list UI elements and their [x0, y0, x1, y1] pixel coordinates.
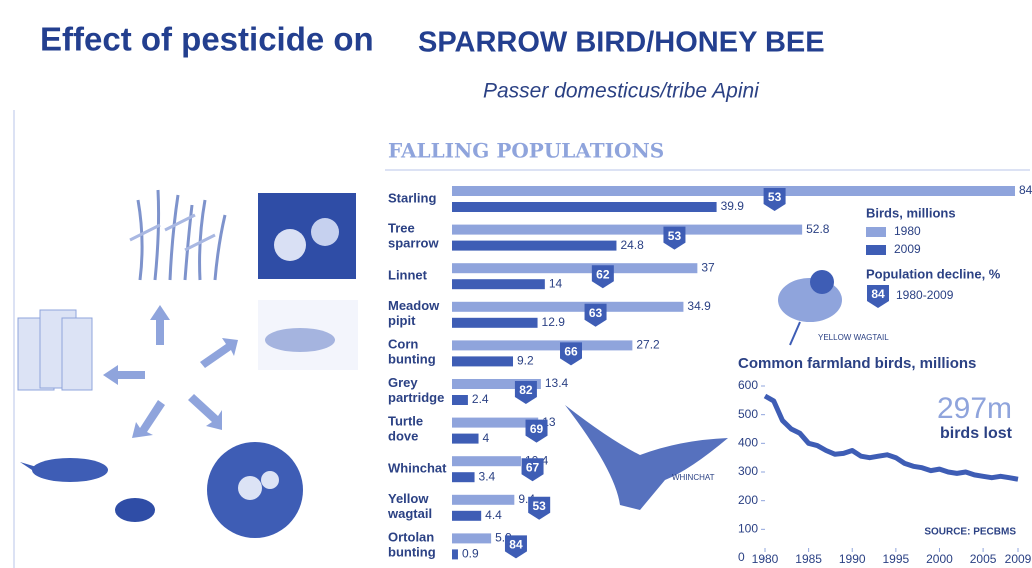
bar — [452, 202, 717, 212]
legend-swatch — [866, 227, 886, 237]
value-label: 4.4 — [485, 508, 502, 522]
badge-label: 66 — [564, 345, 578, 359]
value-label: 13.4 — [545, 376, 569, 390]
chart-title: FALLING POPULATIONS — [388, 139, 664, 163]
category-label: Whinchat — [388, 461, 447, 476]
y-tick-label: 0 — [738, 550, 745, 564]
x-tick-label: 2005 — [970, 552, 997, 566]
bee-cell — [238, 476, 262, 500]
bee-cell — [261, 471, 279, 489]
value-label: 84.9 — [1019, 183, 1032, 197]
slide: Effect of pesticide on SPARROW BIRD/HONE… — [0, 0, 1032, 568]
y-tick-label: 100 — [738, 522, 758, 536]
bird-label: WHINCHAT — [672, 473, 715, 482]
value-label: 4 — [483, 431, 490, 445]
x-tick-label: 2009 — [1005, 552, 1032, 566]
seeds — [265, 328, 335, 352]
legend-swatch — [866, 245, 886, 255]
bar — [452, 318, 538, 328]
x-tick-label: 2000 — [926, 552, 953, 566]
bar — [452, 279, 545, 289]
badge-label: 84 — [871, 287, 885, 301]
category-label: Starling — [388, 190, 436, 205]
badge-label: 69 — [530, 422, 544, 436]
title-highlight: SPARROW BIRD/HONEY BEE — [418, 27, 825, 59]
bar — [452, 395, 468, 405]
badge-label: 62 — [596, 267, 610, 281]
corn-field — [130, 190, 225, 280]
y-tick-label: 400 — [738, 436, 758, 450]
flower — [274, 229, 306, 261]
value-label: 24.8 — [620, 238, 644, 252]
bar — [452, 418, 538, 428]
badge-label: 67 — [526, 460, 540, 474]
badge-label: 63 — [589, 306, 603, 320]
containers — [18, 310, 92, 390]
bar — [452, 356, 513, 366]
value-label: 9.2 — [517, 354, 534, 368]
bee-photo — [258, 193, 356, 279]
value-label: 3.4 — [479, 469, 496, 483]
bar — [452, 495, 514, 505]
bar — [452, 533, 491, 543]
category-label: Linnet — [388, 268, 428, 283]
legend-title: Population decline, % — [866, 266, 1001, 281]
chart-title: Common farmland birds, millions — [738, 355, 976, 372]
value-label: 14 — [549, 276, 563, 290]
source: SOURCE: PECBMS — [924, 527, 1016, 538]
bar — [452, 302, 683, 312]
y-tick-label: 600 — [738, 378, 758, 392]
y-tick-label: 500 — [738, 407, 758, 421]
bar — [452, 263, 697, 273]
callout-text: birds lost — [940, 425, 1013, 442]
bar — [452, 186, 1015, 196]
legend-label: 2009 — [894, 242, 921, 256]
value-label: 52.8 — [806, 222, 830, 236]
x-tick-label: 1985 — [795, 552, 822, 566]
value-label: 34.9 — [687, 299, 711, 313]
title: Effect of pesticide on — [40, 21, 374, 58]
bar — [452, 434, 479, 444]
legend-title: Birds, millions — [866, 205, 956, 220]
arrows — [103, 305, 238, 438]
badge-label: 53 — [668, 229, 682, 243]
value-label: 2.4 — [472, 392, 489, 406]
value-label: 12.9 — [542, 315, 566, 329]
badge-label: 53 — [532, 499, 546, 513]
legend-label: 1980 — [894, 224, 921, 238]
bar — [452, 225, 802, 235]
badge-label: 53 — [768, 190, 782, 204]
value-label: 0.9 — [462, 547, 479, 561]
badge-label: 84 — [509, 538, 523, 552]
badge-label: 82 — [519, 383, 533, 397]
x-tick-label: 1995 — [883, 552, 910, 566]
subtitle: Passer domesticus/tribe Apini — [483, 80, 760, 103]
legend-label: 1980-2009 — [896, 288, 954, 302]
value-label: 27.2 — [636, 338, 660, 352]
y-tick-label: 200 — [738, 493, 758, 507]
callout-value: 297m — [937, 392, 1012, 425]
flower — [311, 218, 339, 246]
bar — [452, 549, 458, 559]
x-tick-label: 1990 — [839, 552, 866, 566]
bar — [452, 340, 632, 350]
y-tick-label: 300 — [738, 464, 758, 478]
bar — [452, 472, 475, 482]
whinchat-drawing — [565, 405, 728, 510]
bird-label: YELLOW WAGTAIL — [818, 333, 889, 342]
category-label: Treesparrow — [388, 221, 439, 251]
dead-bird — [20, 458, 155, 522]
value-label: 37 — [701, 260, 715, 274]
bar — [452, 456, 521, 466]
bar — [452, 241, 616, 251]
value-label: 39.9 — [721, 199, 745, 213]
x-tick-label: 1980 — [752, 552, 779, 566]
bar — [452, 511, 481, 521]
